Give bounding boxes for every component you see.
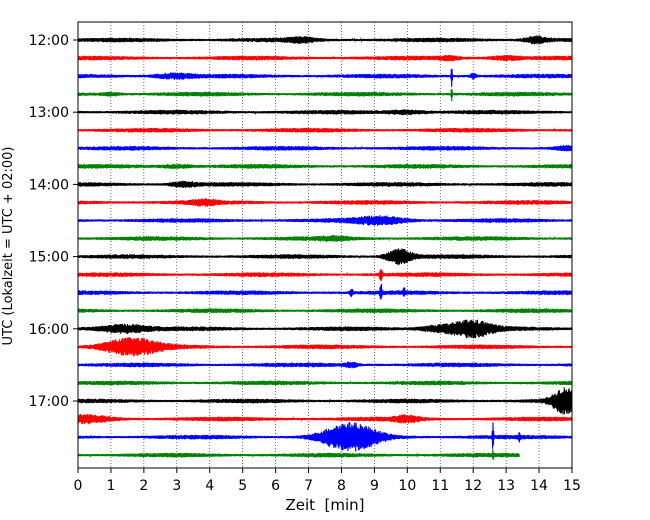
seismic-trace-1330 xyxy=(77,144,573,152)
seismic-traces xyxy=(77,35,573,461)
x-tick-label: 13 xyxy=(497,478,515,494)
plot-frame xyxy=(77,21,573,469)
x-tick-label: 9 xyxy=(370,478,379,494)
y-tick-label: 17:00 xyxy=(29,394,69,410)
seismic-trace-1545 xyxy=(77,308,573,314)
seismic-trace-1515 xyxy=(77,268,573,281)
seismic-trace-1600 xyxy=(77,319,573,339)
seismic-trace-1745 xyxy=(77,449,520,461)
seismic-trace-1615 xyxy=(77,336,573,357)
x-tick-label: 14 xyxy=(530,478,548,494)
seismic-trace-1715 xyxy=(77,413,573,425)
seismic-trace-1415 xyxy=(77,198,573,207)
seismic-trace-1215 xyxy=(77,54,573,62)
x-tick-label: 1 xyxy=(106,478,115,494)
x-tick-label: 0 xyxy=(74,478,83,494)
x-tick-label: 10 xyxy=(398,478,416,494)
x-tick-label: 7 xyxy=(304,478,313,494)
seismic-trace-1430 xyxy=(77,215,573,226)
x-tick-label: 15 xyxy=(563,478,581,494)
x-tick-label: 6 xyxy=(271,478,280,494)
y-tick-label: 13:00 xyxy=(29,105,69,121)
x-tick-label: 2 xyxy=(139,478,148,494)
x-tick-label: 12 xyxy=(464,478,482,494)
seismic-trace-1530 xyxy=(77,283,573,300)
y-tick-label: 16:00 xyxy=(29,322,69,338)
seismic-trace-1345 xyxy=(77,163,573,170)
seismic-trace-1230 xyxy=(77,69,573,87)
y-axis-ticks: 12:00 13:00 14:00 15:00 16:00 17:00 xyxy=(29,33,78,410)
x-axis-label: Zeit [min] xyxy=(285,496,364,514)
y-tick-label: 14:00 xyxy=(29,177,69,193)
x-tick-label: 4 xyxy=(205,478,214,494)
seismic-trace-1700 xyxy=(77,387,573,415)
y-axis-label: UTC (Lokalzeit = UTC + 02:00) xyxy=(1,147,16,346)
seismic-trace-1500 xyxy=(77,248,573,266)
x-tick-label: 8 xyxy=(337,478,346,494)
y-tick-label: 15:00 xyxy=(29,250,69,266)
x-tick-label: 3 xyxy=(172,478,181,494)
seismic-trace-1645 xyxy=(77,380,573,386)
seismic-trace-1400 xyxy=(77,180,573,189)
y-tick-label: 12:00 xyxy=(29,33,69,49)
seismic-trace-1245 xyxy=(77,89,573,102)
seismic-trace-1730 xyxy=(77,422,573,452)
plot-background xyxy=(78,22,572,468)
x-tick-label: 5 xyxy=(238,478,247,494)
x-axis-ticks: 0 1 2 3 4 5 6 7 8 9 10 11 12 13 14 15 xyxy=(74,468,581,494)
x-tick-label: 11 xyxy=(431,478,449,494)
grid-lines xyxy=(110,22,540,468)
seismic-trace-1630 xyxy=(77,361,573,369)
seismic-trace-1200 xyxy=(77,35,573,45)
seismic-trace-1445 xyxy=(77,235,573,242)
seismic-trace-1300 xyxy=(77,109,573,116)
seismic-trace-1315 xyxy=(77,127,573,133)
